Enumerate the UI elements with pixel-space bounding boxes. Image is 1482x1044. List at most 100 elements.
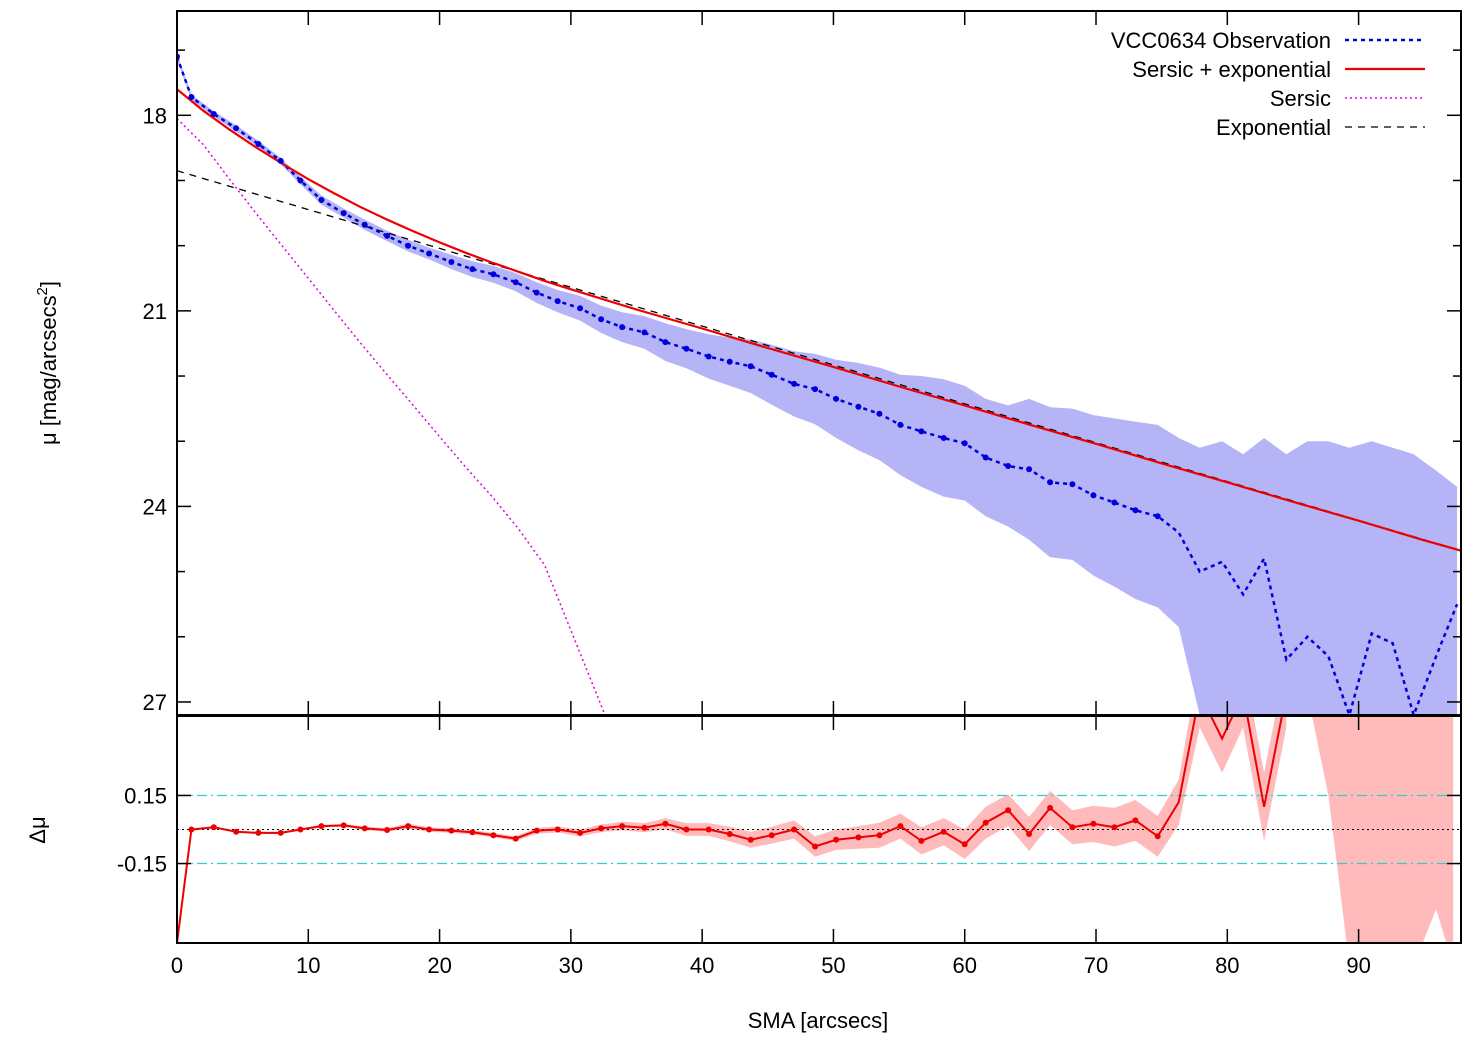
residual-panel: 0.15 -0.15 (117, 715, 1462, 944)
residual-point (961, 841, 968, 848)
observation-point (833, 395, 840, 402)
residual-point (812, 843, 819, 850)
residual-point (1090, 820, 1097, 827)
sersic-exponential-fit-line (177, 88, 1461, 552)
observation-point (384, 232, 391, 239)
residual-point (490, 832, 497, 839)
observation-point (318, 197, 325, 203)
residual-point (747, 836, 754, 843)
observation-point (1111, 499, 1118, 506)
observation-point (791, 380, 798, 387)
residual-point (384, 827, 391, 833)
residual-point (940, 828, 947, 835)
residual-point (255, 829, 262, 836)
legend-label: Sersic + exponential (1132, 57, 1331, 82)
legend: VCC0634 Observation Sersic + exponential S… (1111, 28, 1425, 140)
observation-point (768, 371, 775, 378)
y-axis-label-top-end: ] (36, 281, 61, 287)
y-tick-label-top: 27 (143, 690, 167, 715)
observation-point (405, 242, 412, 249)
residual-point (598, 825, 605, 832)
x-tick-label: 80 (1215, 953, 1239, 978)
residual-panel-frame (176, 715, 1462, 944)
residual-point (1111, 824, 1118, 831)
observation-point (1132, 507, 1139, 514)
observation-point (598, 316, 605, 323)
observation-point (577, 305, 584, 312)
observation-point (940, 435, 947, 441)
residual-point (405, 823, 412, 830)
residual-point (705, 826, 712, 833)
observation-point (512, 279, 519, 286)
profile-panel: 18 21 24 27 (143, 10, 1462, 716)
residual-point (469, 829, 476, 836)
observation-point (469, 266, 476, 273)
observation-point (1090, 492, 1097, 499)
residual-point (662, 820, 669, 827)
residual-point (361, 825, 368, 832)
residual-error-band (177, 716, 1287, 943)
x-tick-label: 0 (171, 953, 183, 978)
observation-point (1026, 466, 1033, 473)
y-tick-label-bottom: 0.15 (124, 783, 167, 808)
residual-point (554, 826, 561, 833)
residual-point (1047, 804, 1054, 811)
x-tick-label: 40 (690, 953, 714, 978)
residual-point (897, 823, 904, 830)
y-axis-label-top-main: μ [mag/arcsecs (36, 295, 61, 445)
x-tick-label: 90 (1346, 953, 1370, 978)
observation-point (448, 259, 455, 265)
observation-error-band (177, 53, 1458, 715)
observation-point (1154, 513, 1161, 520)
observation-point (490, 271, 497, 278)
observation-point (188, 94, 195, 100)
residual-point (277, 829, 284, 836)
y-axis-label-top: μ [mag/arcsecs2] (34, 281, 61, 445)
observation-point (876, 410, 883, 417)
observation-point (683, 345, 690, 352)
y-tick-label-top: 21 (143, 299, 167, 324)
residual-point (318, 823, 325, 830)
residual-point (768, 832, 775, 839)
observation-point (340, 210, 347, 217)
residual-point (533, 827, 540, 834)
observation-point (277, 157, 284, 164)
residual-point (855, 834, 862, 841)
residual-point (426, 826, 433, 833)
residual-point (1005, 807, 1012, 814)
observation-point (855, 403, 862, 410)
observation-point (533, 289, 540, 296)
residual-point (876, 832, 883, 839)
observation-point (426, 250, 433, 257)
residual-point (619, 823, 626, 830)
legend-label: Exponential (1216, 115, 1331, 140)
residual-point (577, 829, 584, 836)
observation-point (641, 329, 648, 336)
residual-point (1132, 817, 1139, 824)
residual-point (233, 828, 240, 835)
observation-point (361, 221, 368, 228)
residual-point (1069, 824, 1076, 831)
y-tick-label-bottom: -0.15 (117, 852, 167, 877)
observation-point (297, 177, 304, 184)
observation-line (177, 56, 1459, 715)
observation-point (705, 353, 712, 360)
residual-point (512, 835, 519, 842)
observation-point (1005, 463, 1012, 469)
observation-point (918, 428, 925, 435)
x-tick-label: 60 (952, 953, 976, 978)
residual-point (1026, 831, 1033, 837)
residual-point (448, 827, 455, 834)
observation-point (1047, 479, 1054, 486)
legend-label: Sersic (1270, 86, 1331, 111)
legend-label: VCC0634 Observation (1111, 28, 1331, 53)
observation-point (747, 363, 754, 370)
residual-point (918, 837, 925, 844)
x-tick-label: 70 (1084, 953, 1108, 978)
observation-point (726, 358, 733, 365)
residual-point (791, 826, 798, 833)
residual-point (210, 824, 217, 831)
observation-point (255, 141, 262, 147)
residual-point (297, 826, 304, 833)
